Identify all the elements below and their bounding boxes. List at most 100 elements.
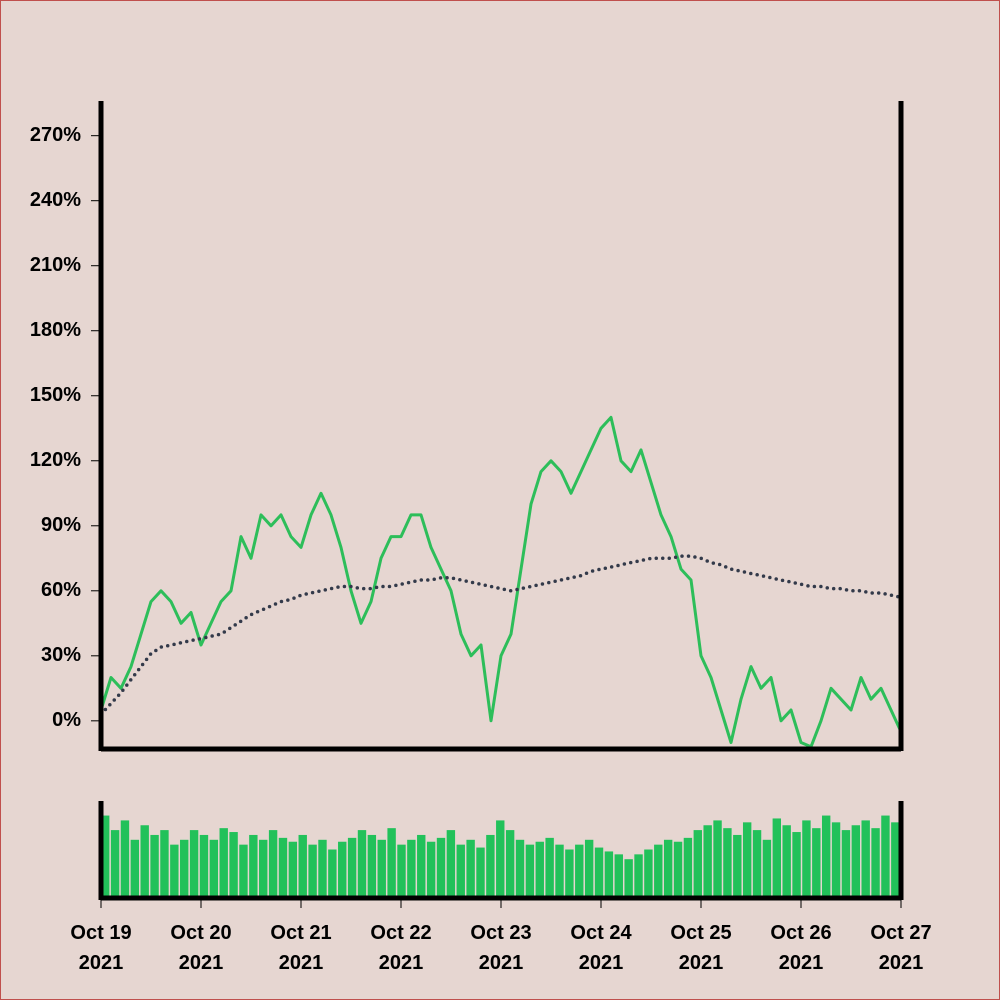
volume-bar — [752, 830, 762, 898]
volume-bar — [298, 834, 307, 898]
volume-bar — [456, 844, 465, 898]
volume-bar — [170, 844, 179, 898]
volume-bar — [209, 839, 219, 898]
volume-bar — [367, 834, 377, 898]
volume-bar — [545, 837, 554, 898]
x-tick-label: Oct 27 2021 — [870, 922, 932, 974]
volume-bar — [792, 832, 801, 898]
volume-bar — [871, 828, 880, 898]
volume-bar — [881, 815, 890, 898]
x-tick-label: Oct 20 2021 — [170, 922, 232, 974]
volume-bar — [426, 841, 436, 898]
volume-bar — [713, 820, 722, 898]
volume-bar — [239, 844, 248, 898]
volume-bar — [841, 830, 851, 898]
volume-bar — [486, 834, 495, 898]
volume-bar — [654, 844, 663, 898]
x-tick-label: Oct 21 2021 — [270, 922, 332, 974]
volume-bar — [347, 837, 357, 898]
y-tick-label: 270% — [30, 124, 81, 146]
y-tick-label: 210% — [30, 254, 81, 276]
y-tick-label: 60% — [41, 579, 81, 601]
volume-bar — [407, 839, 416, 898]
volume-bar — [120, 820, 130, 898]
volume-bar — [476, 847, 485, 898]
volume-bar — [436, 837, 446, 898]
volume-bar — [219, 828, 228, 898]
volume-bar — [772, 818, 781, 898]
volume-bar — [150, 834, 159, 898]
volume-bar — [555, 844, 564, 898]
volume-bar — [802, 820, 811, 898]
volume-bar — [861, 820, 870, 898]
volume-bar — [673, 841, 683, 898]
volume-bar — [584, 839, 594, 898]
x-tick-label: Oct 23 2021 — [470, 922, 532, 974]
volume-bar — [525, 844, 535, 898]
volume-bar — [318, 839, 327, 898]
volume-bar — [614, 854, 623, 898]
y-tick-label: 0% — [52, 709, 81, 731]
volume-bar — [634, 854, 643, 898]
volume-bar — [387, 828, 396, 898]
volume-bar — [160, 830, 169, 898]
volume-bar — [268, 830, 278, 898]
volume-bar — [308, 844, 317, 898]
volume-bar — [535, 841, 544, 898]
volume-bar — [130, 839, 140, 898]
x-tick-label: Oct 25 2021 — [670, 922, 732, 974]
volume-bar — [663, 839, 673, 898]
y-tick-label: 120% — [30, 449, 81, 471]
volume-bar — [683, 837, 693, 898]
y-tick-label: 90% — [41, 514, 81, 536]
volume-bar — [742, 822, 752, 898]
volume-bar — [249, 834, 258, 898]
volume-bar — [733, 834, 742, 898]
volume-bar — [259, 839, 268, 898]
volume-bar — [575, 844, 584, 898]
y-tick-label: 30% — [41, 644, 81, 666]
y-tick-label: 240% — [30, 189, 81, 211]
volume-bar — [782, 825, 791, 898]
volume-bar — [446, 830, 456, 898]
volume-bar — [703, 825, 712, 898]
volume-bar — [328, 849, 337, 898]
y-tick-label: 180% — [30, 319, 81, 341]
volume-bar — [496, 820, 505, 898]
x-tick-label: Oct 19 2021 — [70, 922, 132, 974]
volume-bar — [891, 822, 900, 898]
volume-bar — [199, 834, 209, 898]
x-tick-label: Oct 26 2021 — [770, 922, 832, 974]
volume-bar — [762, 839, 772, 898]
price-line — [99, 415, 903, 749]
y-tick-label: 150% — [30, 384, 81, 406]
volume-bar — [693, 830, 702, 898]
volume-bar — [101, 815, 110, 898]
volume-bar — [180, 839, 189, 898]
volume-bar — [812, 828, 821, 898]
volume-bar — [565, 849, 574, 898]
volume-bar — [377, 839, 386, 898]
volume-bar — [831, 822, 841, 898]
volume-bar — [851, 825, 861, 898]
volume-bar — [594, 847, 604, 898]
x-tick-label: Oct 22 2021 — [370, 922, 432, 974]
volume-bar — [604, 851, 614, 898]
volume-bar — [466, 839, 475, 898]
volume-bar — [288, 841, 298, 898]
volume-bar — [644, 849, 653, 898]
volume-bar — [723, 828, 732, 898]
x-tick-label: Oct 24 2021 — [570, 922, 632, 974]
volume-bar — [397, 844, 406, 898]
volume-bar — [338, 841, 347, 898]
volume-bar — [140, 825, 149, 898]
volume-bar — [110, 830, 120, 898]
volume-bar — [515, 839, 525, 898]
volume-bar — [189, 830, 199, 898]
volume-bar — [357, 830, 367, 898]
volume-bar — [821, 815, 831, 898]
volume-bar — [505, 830, 515, 898]
volume-bar — [229, 832, 238, 898]
